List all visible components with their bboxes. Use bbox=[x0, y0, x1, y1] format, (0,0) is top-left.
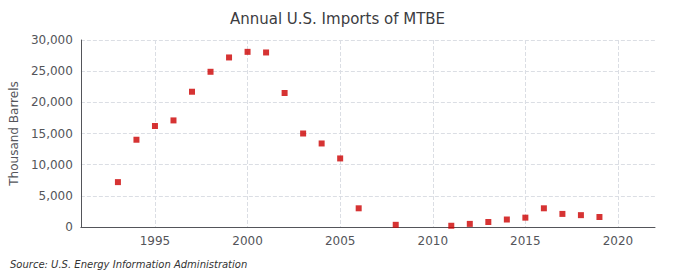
svg-text:2000: 2000 bbox=[232, 234, 263, 248]
svg-text:15,000: 15,000 bbox=[31, 127, 73, 141]
svg-text:2020: 2020 bbox=[603, 234, 634, 248]
svg-text:10,000: 10,000 bbox=[31, 158, 73, 172]
svg-text:2015: 2015 bbox=[510, 234, 541, 248]
svg-text:0: 0 bbox=[65, 220, 73, 234]
svg-text:1995: 1995 bbox=[140, 234, 171, 248]
svg-text:Source: U.S. Energy Informatio: Source: U.S. Energy Information Administ… bbox=[10, 259, 247, 270]
svg-text:30,000: 30,000 bbox=[31, 33, 73, 47]
svg-text:Thousand Barrels: Thousand Barrels bbox=[7, 81, 21, 186]
svg-text:5,000: 5,000 bbox=[39, 189, 73, 203]
svg-text:Annual U.S. Imports of MTBE: Annual U.S. Imports of MTBE bbox=[230, 10, 445, 28]
svg-text:2010: 2010 bbox=[417, 234, 448, 248]
svg-text:25,000: 25,000 bbox=[31, 64, 73, 78]
svg-text:20,000: 20,000 bbox=[31, 95, 73, 109]
svg-text:2005: 2005 bbox=[325, 234, 356, 248]
